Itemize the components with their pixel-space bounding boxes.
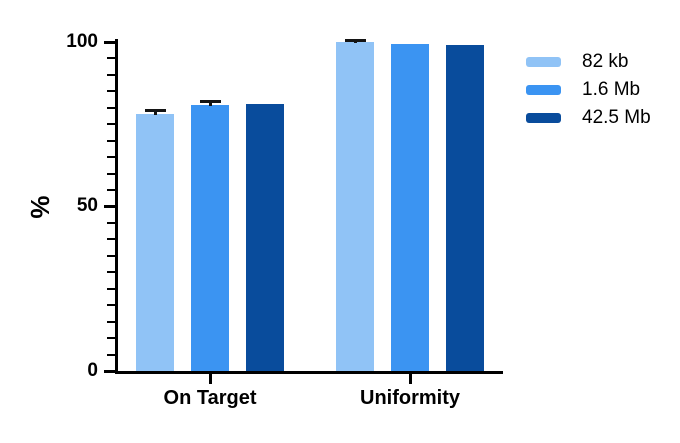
- bar-on-target-82-kb: [136, 114, 174, 371]
- y-minor-tick: [107, 106, 115, 109]
- x-category-label: Uniformity: [360, 387, 460, 409]
- y-minor-tick: [107, 73, 115, 76]
- y-minor-tick: [107, 90, 115, 93]
- y-tick-label: 100: [66, 31, 98, 52]
- legend-item: 82 kb: [526, 48, 651, 76]
- y-major-tick: [104, 369, 115, 373]
- y-minor-tick: [107, 139, 115, 142]
- y-minor-tick: [107, 353, 115, 356]
- y-tick-label: 0: [87, 360, 98, 381]
- y-minor-tick: [107, 57, 115, 60]
- y-minor-tick: [107, 320, 115, 323]
- error-bar-cap: [144, 108, 166, 112]
- legend-item: 42.5 Mb: [526, 104, 651, 132]
- legend-swatch: [526, 85, 561, 95]
- bar-uniformity-82-kb: [336, 42, 374, 371]
- bar-on-target-42-5-mb: [246, 103, 284, 371]
- y-minor-tick: [107, 189, 115, 192]
- error-bar-stem: [153, 110, 157, 116]
- y-major-tick: [104, 40, 115, 44]
- bar-on-target-1-6-mb: [191, 104, 229, 371]
- y-minor-tick: [107, 254, 115, 257]
- legend-label: 82 kb: [582, 51, 629, 72]
- x-axis-line: [115, 371, 503, 374]
- bar-uniformity-1-6-mb: [391, 43, 429, 371]
- legend-item: 1.6 Mb: [526, 76, 651, 104]
- error-bar-stem: [208, 101, 212, 106]
- y-major-tick: [104, 205, 115, 208]
- legend-swatch: [526, 57, 561, 67]
- y-minor-tick: [107, 123, 115, 126]
- y-tick-label: 50: [76, 195, 98, 216]
- x-category-tick-uniformity: [408, 374, 412, 384]
- bar-uniformity-42-5-mb: [446, 45, 484, 371]
- x-category-tick-on-target: [208, 374, 212, 384]
- y-minor-tick: [107, 337, 115, 340]
- y-axis-title: %: [25, 195, 55, 219]
- legend-label: 42.5 Mb: [582, 107, 651, 128]
- legend: 82 kb 1.6 Mb 42.5 Mb: [526, 48, 651, 132]
- y-minor-tick: [107, 287, 115, 290]
- y-minor-tick: [107, 271, 115, 274]
- y-minor-tick: [107, 304, 115, 307]
- error-bar-cap: [344, 38, 366, 42]
- legend-swatch: [526, 113, 561, 123]
- error-bar-cap: [199, 100, 221, 104]
- y-minor-tick: [107, 172, 115, 175]
- y-axis-line: [115, 39, 118, 374]
- x-category-label: On Target: [163, 387, 257, 409]
- y-minor-tick: [107, 238, 115, 241]
- y-minor-tick: [107, 156, 115, 159]
- legend-label: 1.6 Mb: [582, 79, 641, 100]
- y-minor-tick: [107, 221, 115, 224]
